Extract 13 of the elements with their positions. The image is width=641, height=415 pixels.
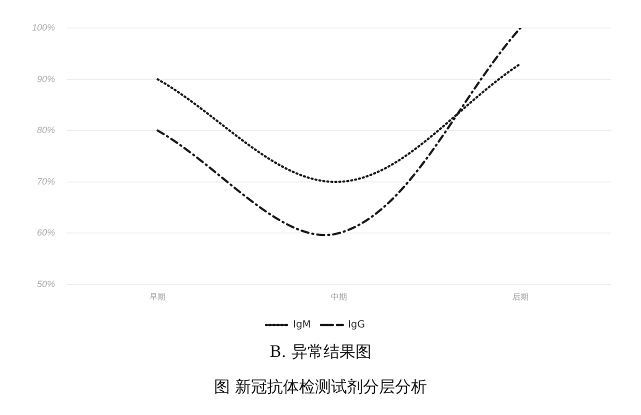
legend-label: IgM xyxy=(293,320,311,331)
x-tick-label: 早期 xyxy=(150,292,166,302)
y-tick-label: 100% xyxy=(32,22,56,32)
y-tick-label: 60% xyxy=(37,228,56,238)
y-tick-label: 50% xyxy=(37,278,56,289)
text: B. 异常结果图 xyxy=(268,342,372,363)
x-tick-label: 后期 xyxy=(512,292,528,302)
y-tick-label: 80% xyxy=(37,125,56,136)
y-tick-label: 70% xyxy=(37,176,56,186)
legend-label: IgG xyxy=(348,320,365,331)
x-tick-label: 中期 xyxy=(331,292,348,302)
y-tick-label: 90% xyxy=(37,74,56,84)
text: 图 新冠抗体检测试剂分层分析 xyxy=(212,377,428,398)
